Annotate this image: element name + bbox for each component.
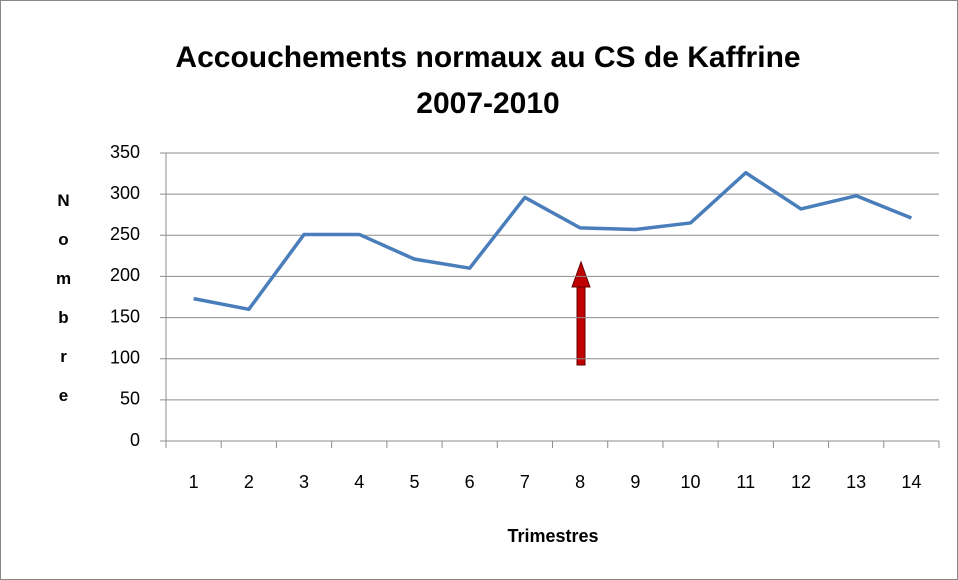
x-tick-label: 11 xyxy=(736,472,755,492)
x-tick-label: 8 xyxy=(575,472,585,492)
x-tick-label: 7 xyxy=(520,472,530,492)
x-tick-label: 9 xyxy=(630,472,640,492)
x-tick-label: 12 xyxy=(791,472,811,492)
x-axis-label: Trimestres xyxy=(507,526,598,546)
x-tick-label: 3 xyxy=(299,472,309,492)
y-tick-label: 250 xyxy=(110,224,140,244)
annotation-arrow xyxy=(571,260,591,366)
y-tick-label: 50 xyxy=(120,389,140,409)
x-tick-label: 14 xyxy=(901,472,921,492)
y-tick-label: 200 xyxy=(110,265,140,285)
y-tick-label: 300 xyxy=(110,183,140,203)
x-tick-label: 5 xyxy=(409,472,419,492)
x-tick-label: 10 xyxy=(681,472,701,492)
y-tick-label: 150 xyxy=(110,306,140,326)
x-tick-label: 2 xyxy=(244,472,254,492)
y-tick-label: 0 xyxy=(130,430,140,450)
y-tick-label: 100 xyxy=(110,347,140,367)
chart-title: Accouchements normaux au CS de Kaffrine … xyxy=(175,41,801,120)
x-tick-label: 6 xyxy=(465,472,475,492)
y-tick-label: 350 xyxy=(110,142,140,162)
x-tick-label: 1 xyxy=(189,472,199,492)
x-tick-label: 13 xyxy=(846,472,866,492)
x-tick-label: 4 xyxy=(354,472,364,492)
line-series xyxy=(193,170,913,312)
y-axis-label: Nombre xyxy=(54,191,73,425)
